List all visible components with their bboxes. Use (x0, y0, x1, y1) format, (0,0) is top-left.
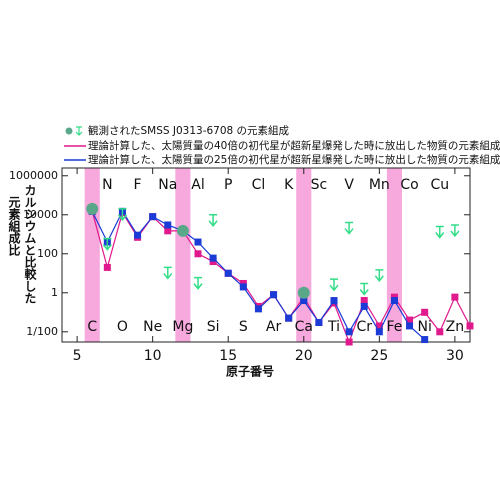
data-point (164, 221, 172, 229)
x-tick-label: 5 (73, 348, 82, 364)
element-label: Zn (446, 319, 464, 335)
observed-point (176, 224, 189, 237)
data-point (360, 297, 368, 305)
data-point (209, 254, 217, 262)
data-point (421, 336, 429, 344)
data-point (254, 305, 262, 313)
element-label: F (134, 177, 142, 193)
y-tick-label: 1/100 (26, 325, 58, 338)
element-label: K (284, 177, 294, 193)
data-point (406, 316, 414, 324)
data-point (390, 297, 398, 305)
highlight-band (386, 168, 402, 342)
y-tick-label: 10000 (23, 208, 58, 221)
element-label: Cu (430, 177, 449, 193)
data-point (375, 322, 383, 330)
x-tick-label: 25 (370, 348, 388, 364)
data-point (466, 322, 474, 330)
element-label: P (224, 177, 232, 193)
data-point (345, 338, 353, 346)
upper-limit (117, 208, 128, 222)
data-point (375, 328, 383, 336)
legend-label: 理論計算した、太陽質量の25倍の初代星が超新星爆発した時に放出した物質の元素組成 (88, 153, 500, 166)
element-label: Sc (311, 177, 328, 193)
data-point (194, 238, 202, 246)
element-label: Ca (295, 319, 313, 335)
upper-limit (359, 282, 369, 296)
data-point (315, 318, 323, 326)
element-label: Fe (386, 319, 402, 335)
element-label: Ne (143, 319, 162, 335)
highlight-band (175, 168, 191, 342)
upper-limit (450, 224, 460, 238)
data-point (239, 283, 247, 291)
data-point (436, 328, 444, 336)
x-axis-label: 原子番号 (226, 364, 274, 379)
highlight-band (84, 168, 100, 342)
highlight-band (296, 168, 312, 342)
data-point (134, 231, 142, 239)
y-tick-label: 1000000 (9, 169, 58, 182)
legend-label: 理論計算した、太陽質量の40倍の初代星が超新星爆発した時に放出した物質の元素組成 (88, 139, 500, 152)
data-point (330, 297, 338, 305)
data-point (149, 213, 157, 221)
element-label: C (87, 319, 97, 335)
element-label: N (102, 177, 112, 193)
upper-limit (102, 237, 112, 251)
upper-limit (329, 278, 339, 292)
element-label: O (117, 319, 128, 335)
x-tick-label: 20 (295, 348, 313, 364)
data-point (285, 314, 293, 322)
upper-limit (208, 214, 218, 227)
element-label: Ni (417, 319, 431, 335)
data-point (103, 263, 111, 271)
upper-limit (193, 276, 203, 290)
element-label: Cl (252, 177, 266, 193)
element-label: Co (400, 177, 418, 193)
data-point (421, 308, 429, 316)
element-label: Mn (369, 177, 390, 193)
data-point (224, 269, 232, 277)
legend-symbol (75, 126, 83, 136)
plot-frame (61, 167, 471, 343)
data-point (270, 291, 278, 299)
x-tick-label: 15 (219, 348, 237, 364)
data-point (406, 322, 414, 330)
legend-symbol (65, 127, 73, 135)
element-label: Ti (327, 319, 340, 335)
observed-point (86, 202, 99, 215)
element-label: Ar (266, 319, 282, 335)
data-point (300, 297, 308, 305)
y-axis-label: 元素組成比 (7, 196, 21, 257)
y-axis-label: カルシウムと比較した (23, 184, 37, 304)
element-label: V (344, 177, 354, 193)
element-label: Mg (172, 319, 193, 335)
upper-limit (435, 225, 445, 239)
element-label: Na (158, 177, 177, 193)
legend-label: 観測されたSMSS J0313-6708 の元素組成 (88, 124, 290, 137)
data-point (451, 293, 459, 301)
data-point (164, 227, 172, 235)
element-label: Cr (356, 319, 372, 335)
data-point (345, 328, 353, 336)
y-tick-label: 100 (37, 247, 58, 260)
x-tick-label: 30 (446, 348, 464, 364)
data-point (360, 302, 368, 310)
element-label: Si (207, 319, 220, 335)
element-label: S (239, 319, 248, 335)
element-label: Al (191, 177, 204, 193)
upper-limit (344, 221, 354, 235)
y-tick-label: 1 (51, 286, 58, 299)
upper-limit (163, 266, 173, 280)
x-tick-label: 10 (144, 348, 162, 364)
upper-limit (374, 269, 384, 283)
observed-point (297, 286, 310, 299)
data-point (194, 250, 202, 258)
